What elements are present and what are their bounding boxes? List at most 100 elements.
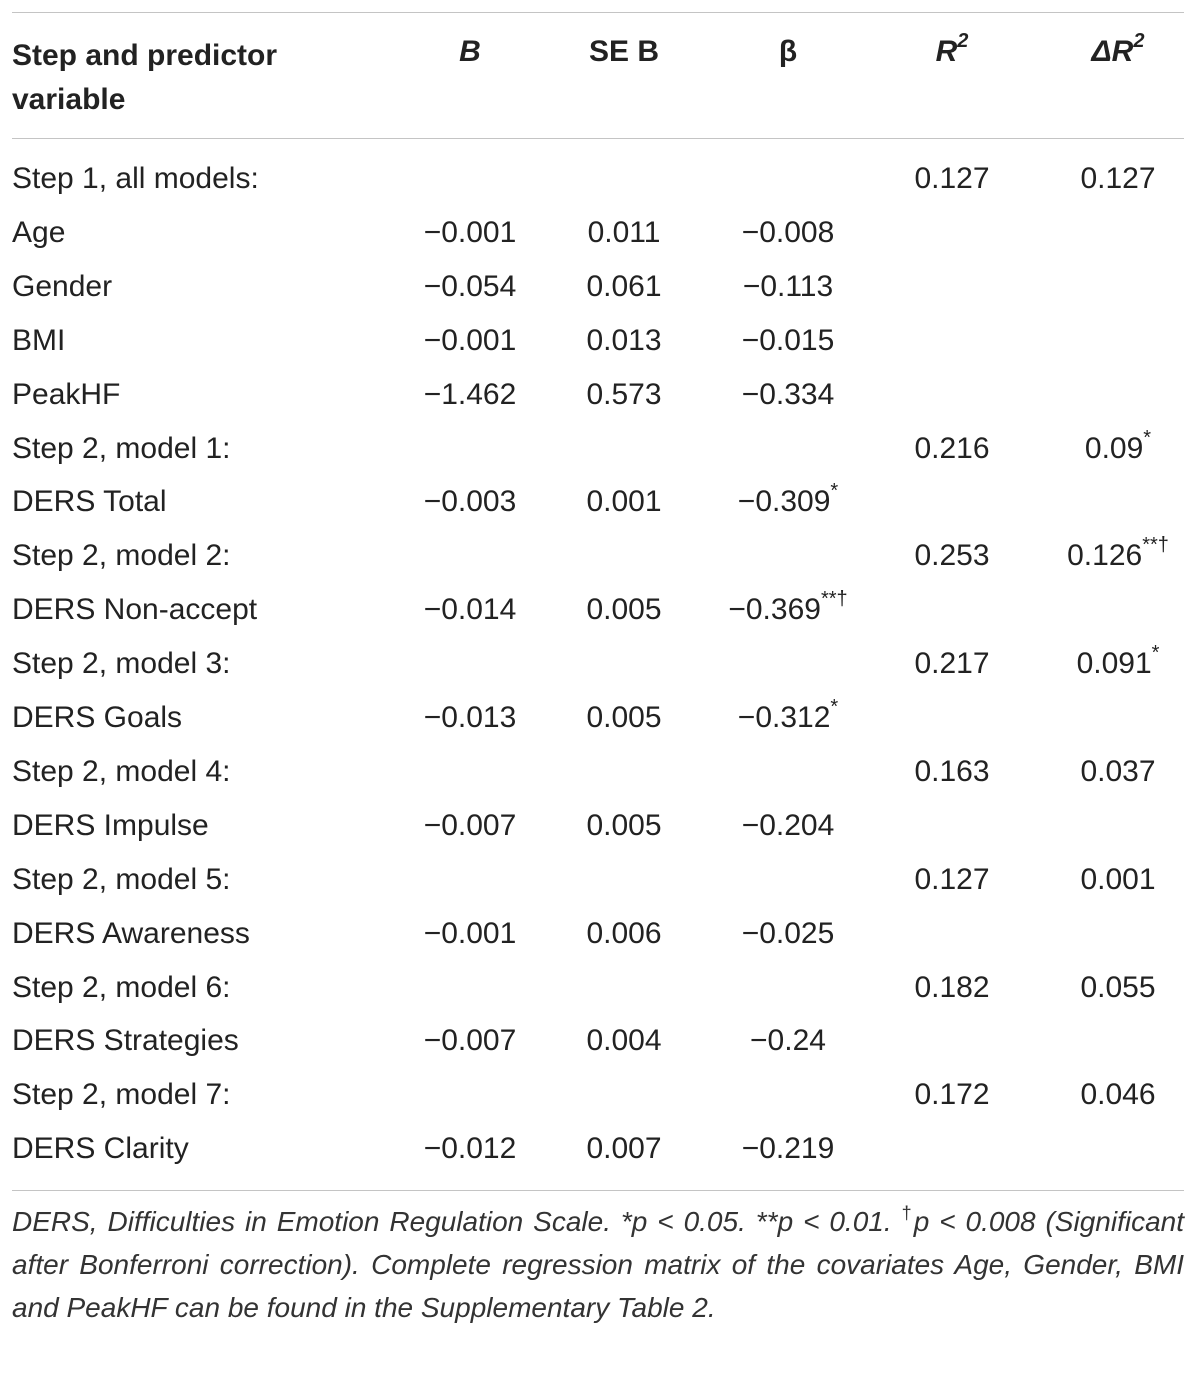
header-r2: R2 [852, 31, 1052, 70]
row-label: BMI [12, 323, 65, 359]
row-label-text: Gender [12, 270, 113, 303]
cell-beta-text: −0.24 [750, 1024, 826, 1057]
cell-delta-r2: 0.127 [1018, 161, 1200, 197]
row-label: DERS Goals [12, 700, 182, 736]
row-label: Step 2, model 1: [12, 431, 230, 467]
cell-se-b-text: 0.005 [586, 809, 662, 842]
footnote-line2: p < 0.008 (Significant after Bonferroni … [12, 1206, 1184, 1323]
cell-b: −0.007 [370, 1023, 570, 1059]
significance-mark: **† [1142, 534, 1169, 556]
cell-r2-text: 0.217 [914, 647, 990, 680]
cell-se-b: 0.061 [524, 269, 724, 305]
cell-delta-r2: 0.037 [1018, 754, 1200, 790]
row-label: Step 2, model 2: [12, 538, 230, 574]
cell-r2-text: 0.127 [914, 162, 990, 195]
cell-se-b-text: 0.011 [587, 216, 661, 249]
cell-se-b: 0.005 [524, 808, 724, 844]
header-delta-r2-sup: 2 [1133, 30, 1145, 52]
row-label: PeakHF [12, 377, 120, 413]
cell-b: −0.001 [370, 323, 570, 359]
row-label: Step 1, all models: [12, 161, 259, 197]
cell-delta-r2: 0.09* [1018, 428, 1200, 467]
row-label: DERS Clarity [12, 1131, 189, 1167]
row-label-text: Step 1, all models: [12, 162, 259, 195]
cell-r2: 0.182 [852, 970, 1052, 1006]
row-label-text: DERS Awareness [12, 917, 250, 950]
cell-b: −0.003 [370, 484, 570, 520]
row-label-text: DERS Non-accept [12, 593, 258, 626]
cell-delta-r2: 0.126**† [1018, 535, 1200, 574]
row-label-text: DERS Goals [12, 701, 183, 734]
cell-beta: −0.309* [688, 481, 888, 520]
cell-r2-text: 0.216 [914, 432, 990, 465]
header-se-b: SE B [588, 35, 660, 68]
cell-beta: −0.369**† [688, 589, 888, 628]
cell-b-text: −0.007 [423, 1024, 517, 1057]
cell-se-b: 0.005 [524, 700, 724, 736]
cell-beta: −0.008 [688, 215, 888, 251]
cell-b: −0.054 [370, 269, 570, 305]
footnote-line1: DERS, Difficulties in Emotion Regulation… [12, 1206, 892, 1237]
cell-b-text: −1.462 [423, 378, 517, 411]
cell-se-b-text: 0.006 [586, 917, 662, 950]
cell-se-b-text: 0.005 [586, 701, 662, 734]
cell-se-b: 0.011 [524, 215, 724, 251]
row-label: DERS Total [12, 484, 167, 520]
cell-r2-text: 0.163 [914, 755, 990, 788]
cell-beta-text: −0.008 [741, 216, 835, 249]
row-label-text: Step 2, model 1: [12, 432, 231, 465]
cell-se-b-text: 0.004 [586, 1024, 662, 1057]
cell-b: −1.462 [370, 377, 570, 413]
cell-se-b-text: 0.061 [586, 270, 662, 303]
cell-b-text: −0.001 [423, 917, 517, 950]
header-r2-sup: 2 [957, 30, 969, 52]
row-label: Step 2, model 7: [12, 1077, 230, 1113]
cell-beta-text: −0.309 [737, 485, 831, 518]
row-label-text: DERS Clarity [12, 1132, 189, 1165]
cell-delta-r2: 0.091* [1018, 643, 1200, 682]
cell-se-b: 0.001 [524, 484, 724, 520]
row-label: Age [12, 215, 65, 251]
significance-mark: **† [820, 588, 848, 610]
cell-beta-text: −0.015 [741, 324, 835, 357]
header-delta-r2: ΔR2 [1018, 31, 1200, 70]
row-label: DERS Non-accept [12, 592, 257, 628]
row-label-text: Step 2, model 2: [12, 539, 231, 572]
cell-beta: −0.015 [688, 323, 888, 359]
significance-mark: * [830, 696, 839, 718]
cell-delta-r2-text: 0.037 [1080, 755, 1156, 788]
cell-b: −0.001 [370, 215, 570, 251]
cell-beta: −0.219 [688, 1131, 888, 1167]
row-label-text: Age [12, 216, 66, 249]
row-label-text: Step 2, model 5: [12, 863, 231, 896]
cell-beta: −0.334 [688, 377, 888, 413]
cell-delta-r2: 0.046 [1018, 1077, 1200, 1113]
cell-b-text: −0.001 [423, 324, 517, 357]
cell-se-b-text: 0.007 [586, 1132, 662, 1165]
cell-se-b-text: 0.573 [586, 378, 662, 411]
cell-b: −0.012 [370, 1131, 570, 1167]
cell-r2-text: 0.253 [914, 539, 990, 572]
cell-delta-r2-text: 0.001 [1080, 863, 1156, 896]
row-label-text: Step 2, model 7: [12, 1078, 231, 1111]
row-label: DERS Strategies [12, 1023, 239, 1059]
header-delta-r2-text: ΔR [1091, 35, 1134, 68]
cell-delta-r2-text: 0.046 [1080, 1078, 1156, 1111]
cell-r2: 0.172 [852, 1077, 1052, 1113]
cell-beta-text: −0.219 [741, 1132, 835, 1165]
cell-se-b: 0.004 [524, 1023, 724, 1059]
cell-b: −0.013 [370, 700, 570, 736]
table-footnote: DERS, Difficulties in Emotion Regulation… [12, 1200, 1184, 1329]
cell-beta-text: −0.204 [741, 809, 835, 842]
cell-b-text: −0.014 [423, 593, 517, 626]
cell-se-b: 0.573 [524, 377, 724, 413]
cell-r2-text: 0.127 [914, 863, 990, 896]
row-label: DERS Impulse [12, 808, 209, 844]
significance-mark: * [1151, 642, 1160, 664]
cell-delta-r2: 0.001 [1018, 862, 1200, 898]
header-step-predictor: Step and predictor variable [12, 39, 278, 116]
cell-se-b: 0.013 [524, 323, 724, 359]
row-label: Step 2, model 3: [12, 646, 230, 682]
cell-delta-r2-text: 0.055 [1080, 971, 1156, 1004]
cell-b-text: −0.003 [423, 485, 517, 518]
